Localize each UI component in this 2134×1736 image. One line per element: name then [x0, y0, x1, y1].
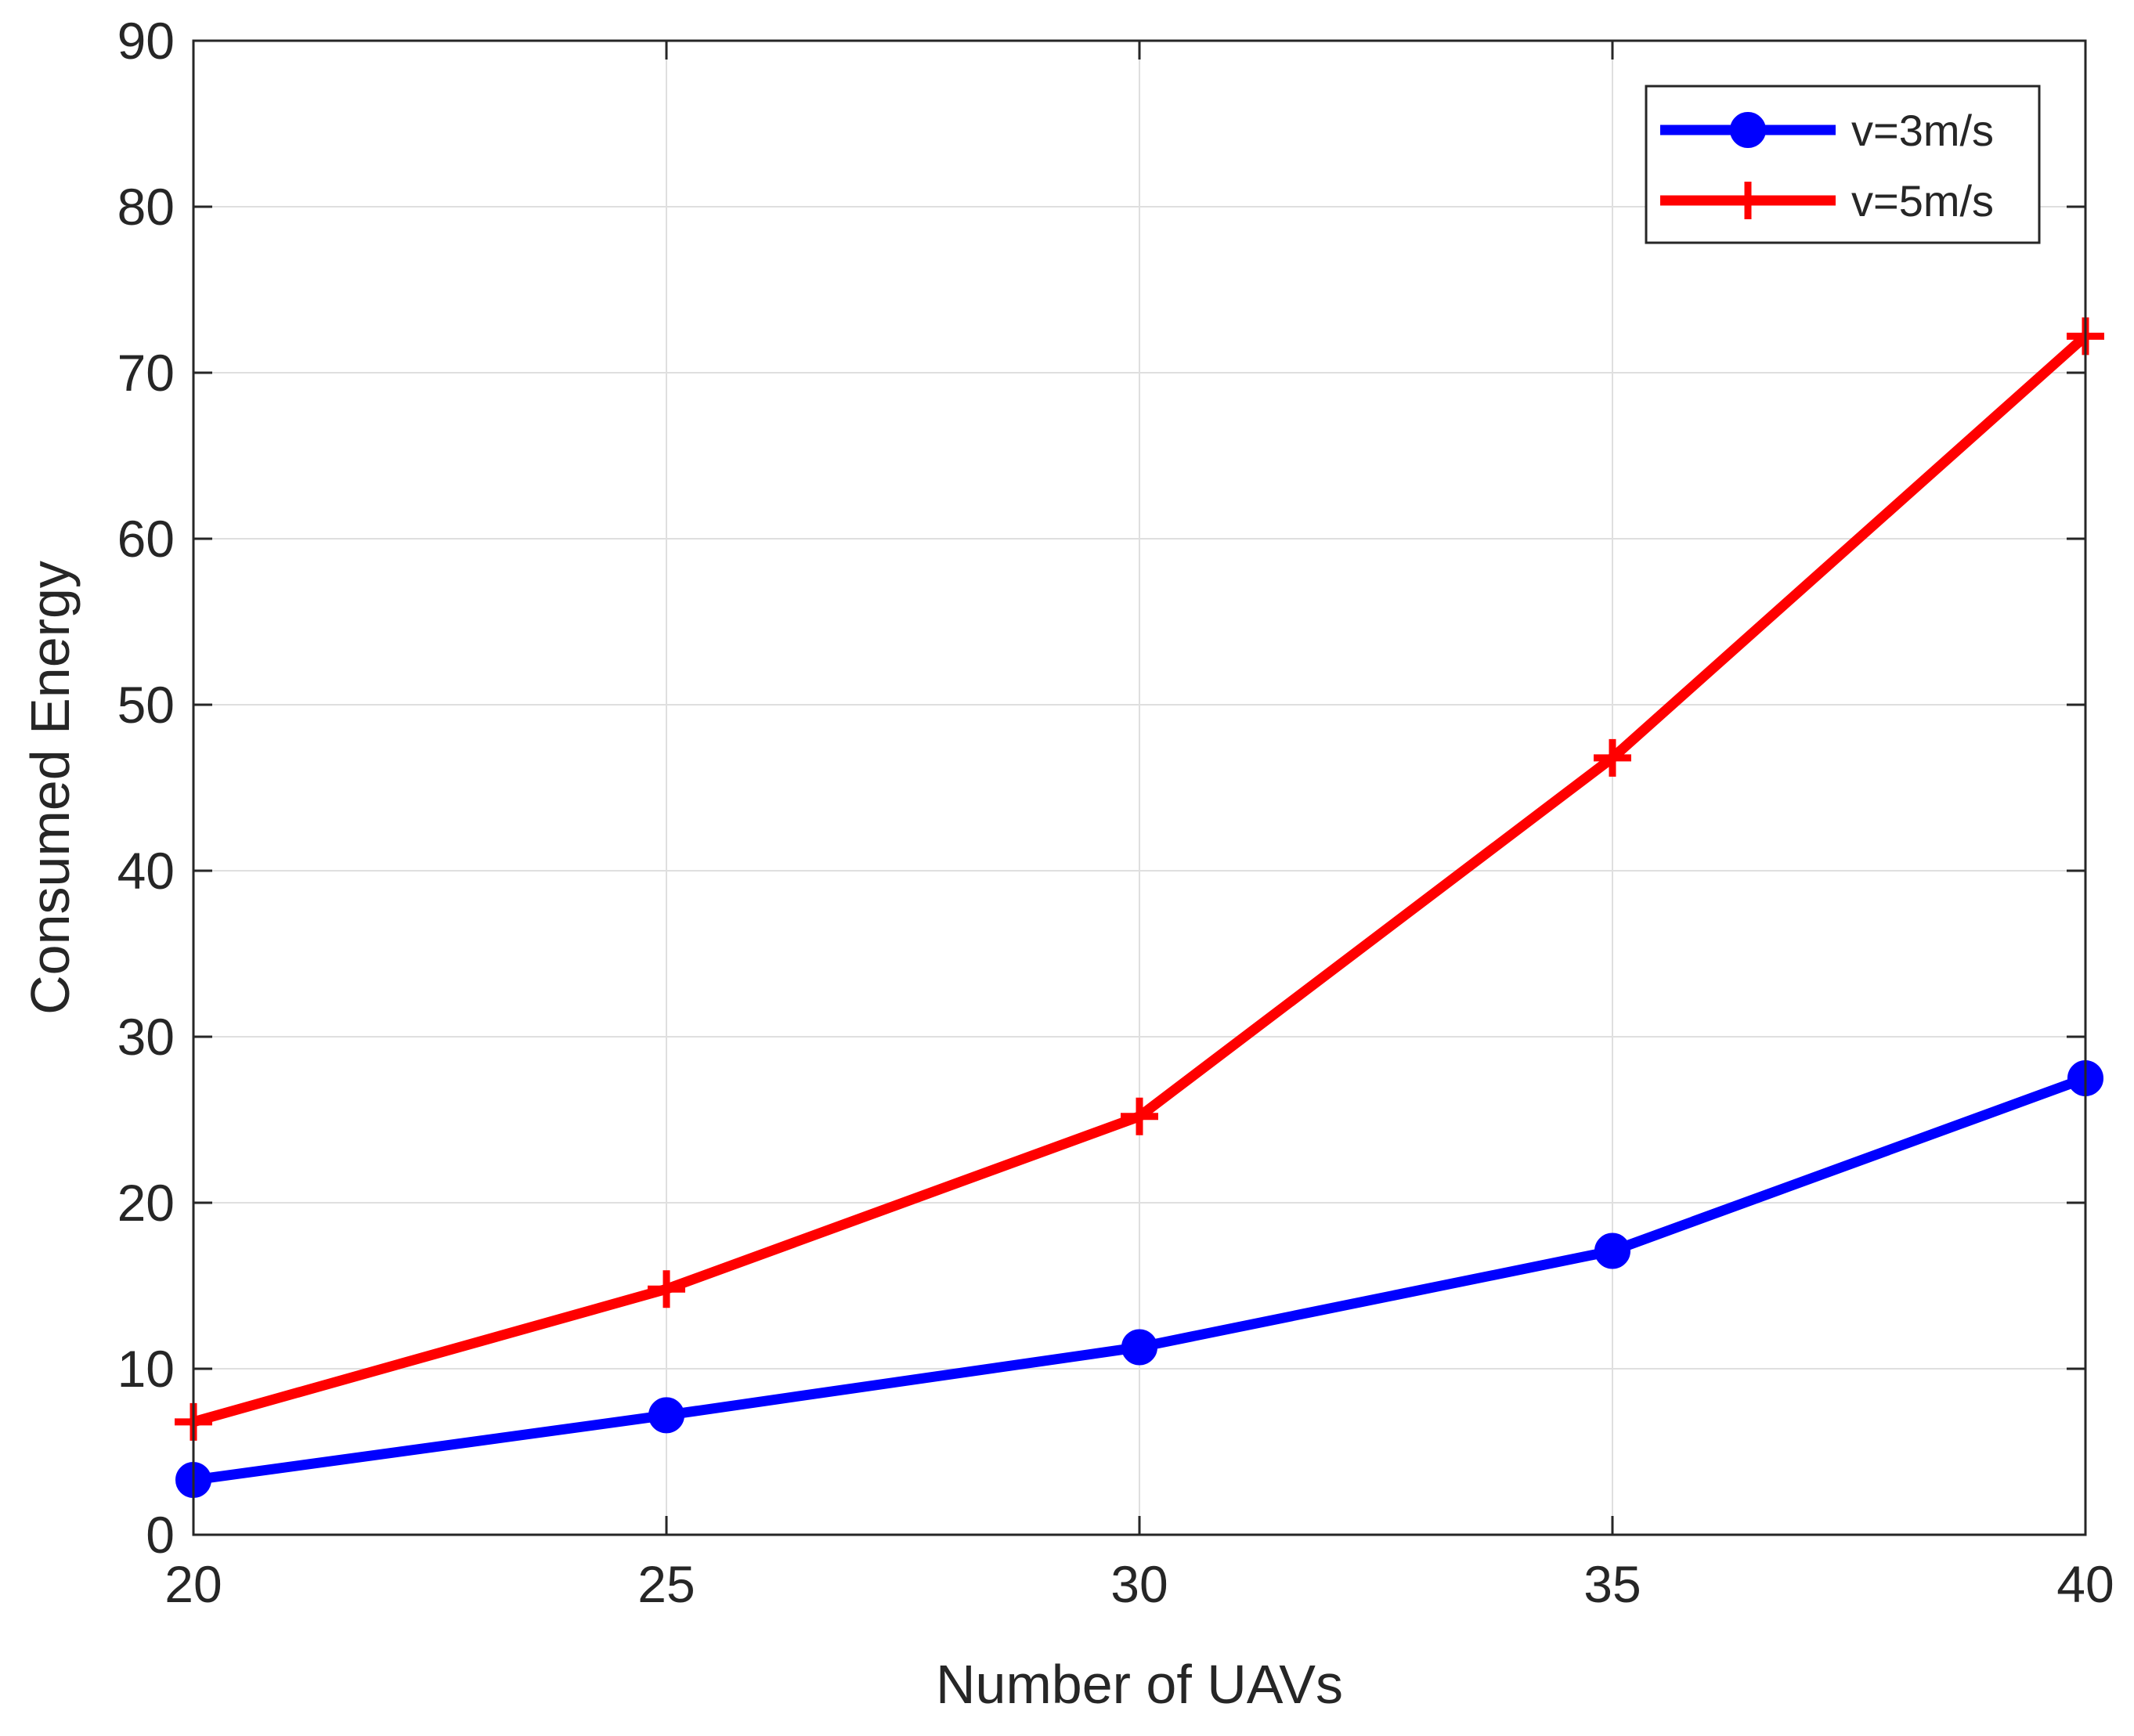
legend-entry-1: v=3m/s: [1660, 106, 1994, 155]
series-layer: [175, 317, 2104, 1499]
data-point: [1121, 1329, 1157, 1366]
legend-entry-2: v=5m/s: [1660, 176, 1994, 226]
legend-label: v=5m/s: [1851, 176, 1994, 226]
data-point: [1594, 1233, 1630, 1269]
legend-marker: [1730, 112, 1766, 148]
y-tick-label: 60: [117, 510, 175, 568]
x-tick-label: 35: [1583, 1555, 1641, 1613]
y-tick-label: 10: [117, 1340, 175, 1398]
data-point: [1121, 1097, 1158, 1135]
x-axis-title: Number of UAVs: [936, 1654, 1343, 1715]
x-tick-label: 20: [164, 1555, 222, 1613]
axis-ticks: 20 25 30 35 40 0 10 20 30 40 50 60 70 80 90: [117, 12, 2114, 1613]
y-tick-label: 70: [117, 344, 175, 402]
data-point: [1594, 738, 1631, 777]
data-point: [648, 1397, 684, 1434]
legend-box: [1645, 85, 2041, 244]
data-point: [648, 1270, 685, 1308]
x-tick-label: 30: [1110, 1555, 1168, 1613]
x-tick-label: 25: [637, 1555, 695, 1613]
y-tick-label: 40: [117, 842, 175, 900]
legend-marker: [1729, 182, 1767, 219]
y-tick-label: 20: [117, 1174, 175, 1232]
y-tick-label: 0: [146, 1506, 175, 1564]
y-tick-label: 50: [117, 676, 175, 734]
legend-label: v=3m/s: [1851, 106, 1994, 155]
legend: v=3m/s v=5m/s: [1645, 85, 2041, 244]
y-tick-label: 80: [117, 178, 175, 236]
series-1: [175, 1060, 2103, 1499]
x-tick-label: 40: [2056, 1555, 2114, 1613]
y-axis-title: Consumed Energy: [20, 561, 81, 1015]
y-tick-label: 90: [117, 12, 175, 70]
y-tick-label: 30: [117, 1008, 175, 1066]
